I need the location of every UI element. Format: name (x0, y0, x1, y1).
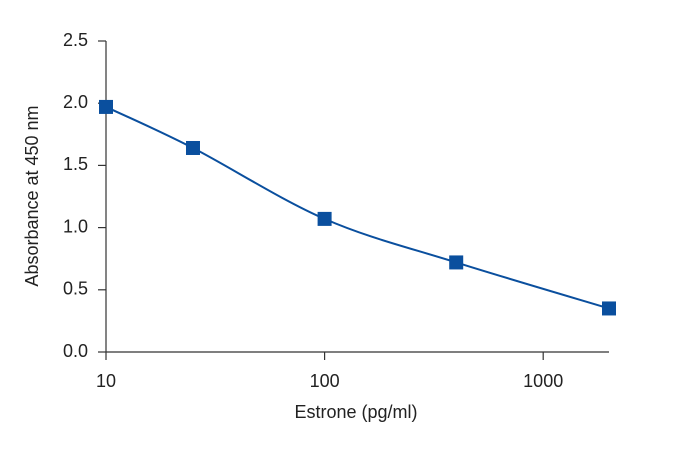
line (105, 106, 610, 310)
y-tick-label: 2.0 (63, 92, 88, 112)
y-tick-label: 1.5 (63, 154, 88, 174)
y-tick-label: 0.5 (63, 279, 88, 299)
x-tick-label: 10 (96, 371, 116, 391)
y-tick-label: 0.0 (63, 341, 88, 361)
marker (602, 301, 616, 316)
y-axis-title: Absorbance at 450 nm (22, 105, 42, 286)
y-tick-label: 1.0 (63, 216, 88, 236)
x-tick-label: 100 (310, 371, 340, 391)
marker (185, 140, 200, 155)
x-tick-label: 1000 (523, 371, 563, 391)
x-axis-title: Estrone (pg/ml) (294, 402, 417, 422)
y-tick-label: 2.5 (63, 30, 88, 50)
marker (317, 211, 332, 226)
marker (449, 255, 464, 270)
marker (99, 99, 113, 114)
